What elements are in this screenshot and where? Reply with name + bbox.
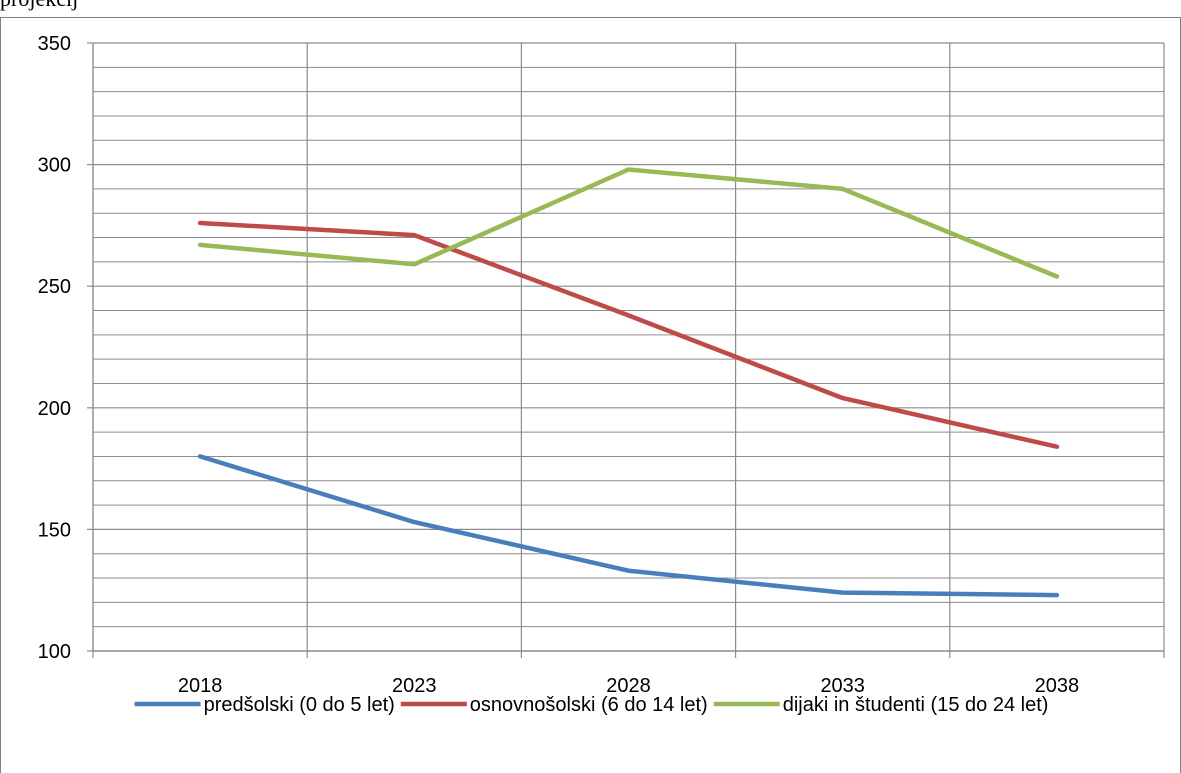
legend-label: dijaki in študenti (15 do 24 let) xyxy=(783,694,1049,716)
x-tick-label: 2018 xyxy=(178,675,223,697)
y-tick-label: 250 xyxy=(38,276,71,298)
series-line-1 xyxy=(197,454,1060,598)
series-line-2 xyxy=(197,220,1060,449)
legend-item-1: predšolski (0 do 5 let) xyxy=(134,694,395,716)
x-tick-label: 2033 xyxy=(820,675,865,697)
y-tick-label: 350 xyxy=(38,33,71,55)
series-lines xyxy=(197,167,1060,598)
x-tick-labels: 2018 2023 2028 2033 2038 xyxy=(178,675,1079,697)
y-tick-label: 300 xyxy=(38,155,71,177)
caption-fragment: projekcij xyxy=(0,0,78,12)
minor-gridlines xyxy=(93,66,1164,628)
x-tick-label: 2038 xyxy=(1035,675,1080,697)
series-line-3 xyxy=(197,167,1060,279)
legend-label: predšolski (0 do 5 let) xyxy=(204,694,395,716)
x-tick-label: 2023 xyxy=(392,675,437,697)
y-tick-labels: 100 150 200 250 300 350 xyxy=(38,33,71,663)
legend-label: osnovnošolski (6 do 14 let) xyxy=(470,694,708,716)
legend: predšolski (0 do 5 let) osnovnošolski (6 … xyxy=(134,694,1049,716)
y-tick-label: 100 xyxy=(38,641,71,663)
major-gridlines xyxy=(93,42,1165,651)
y-tick-label: 200 xyxy=(38,398,71,420)
legend-item-3: dijaki in študenti (15 do 24 let) xyxy=(713,694,1049,716)
legend-item-2: osnovnošolski (6 do 14 let) xyxy=(400,694,708,716)
axes xyxy=(87,42,1165,658)
y-tick-label: 150 xyxy=(38,519,71,541)
x-tick-label: 2028 xyxy=(606,675,651,697)
chart-frame: 100 150 200 250 300 350 2018 2023 2028 2033 2038 … xyxy=(0,17,1181,773)
